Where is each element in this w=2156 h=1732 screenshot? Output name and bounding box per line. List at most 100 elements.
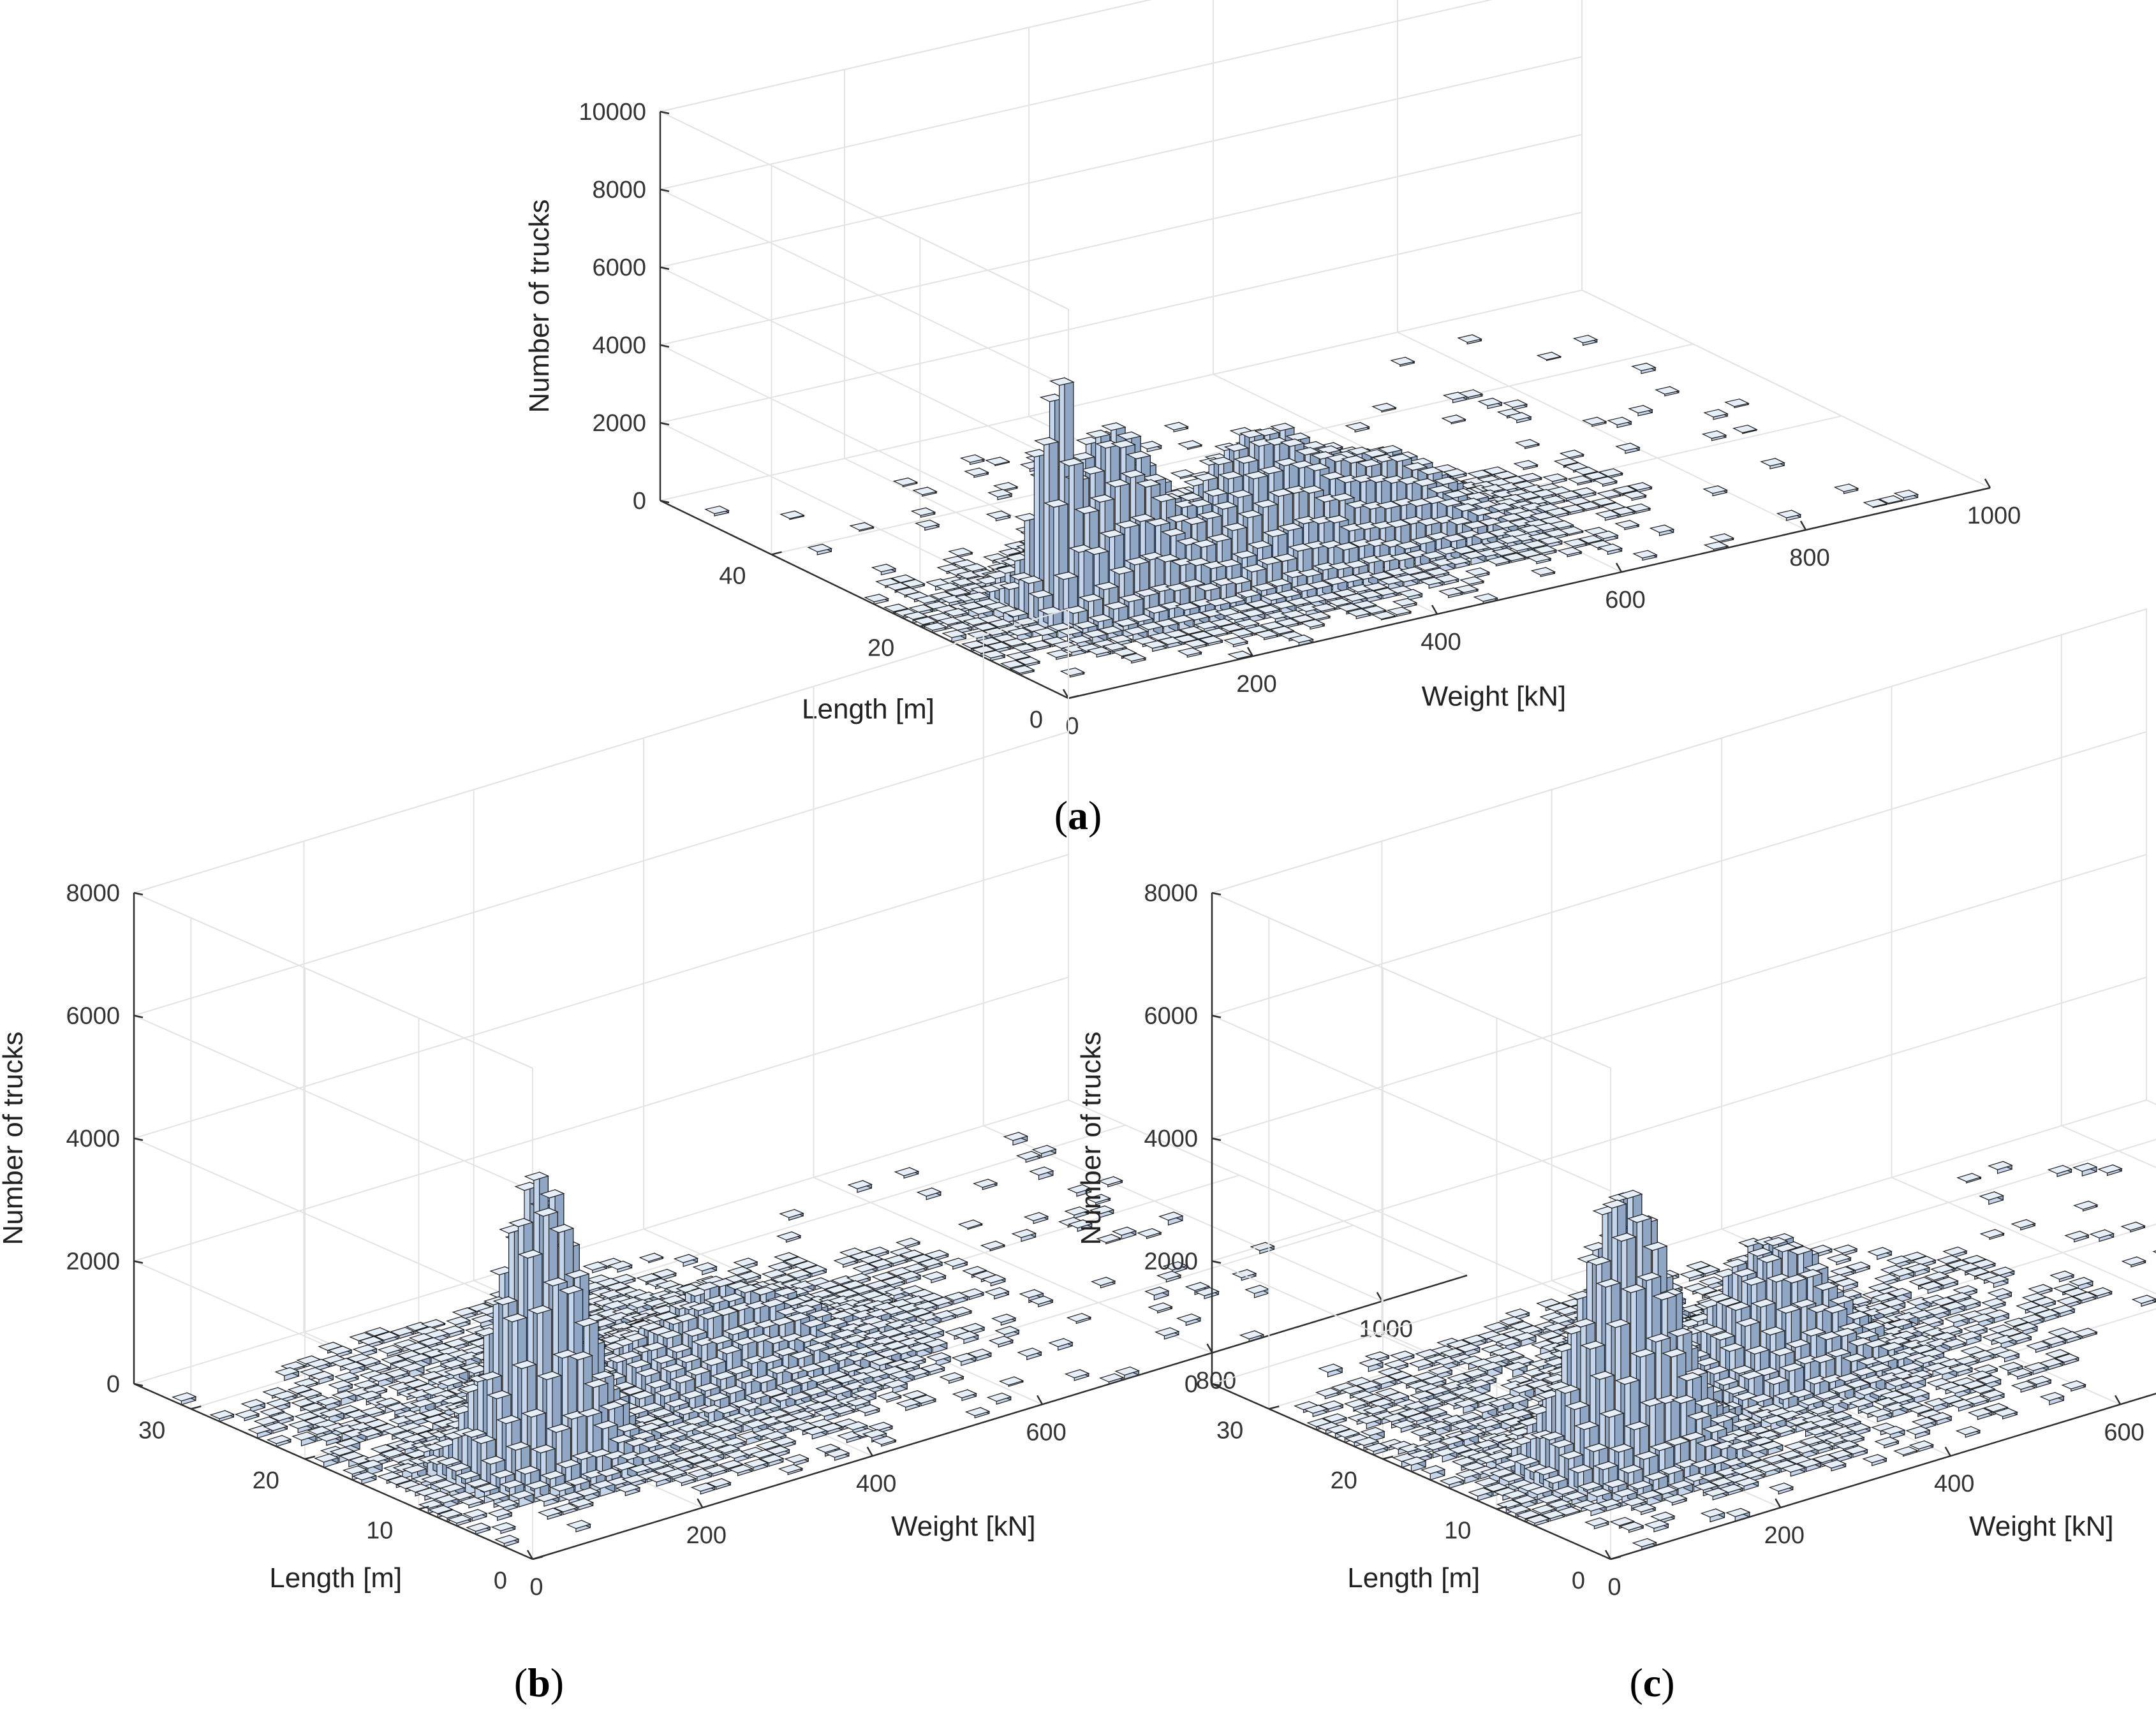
bar [1107,634,1133,646]
x-tick-label: 0 [1065,713,1079,740]
bar [896,1270,922,1284]
bar [1530,566,1556,577]
panel-caption: (b) [514,1660,564,1705]
z-tick-label: 8000 [1144,880,1198,907]
bar [1628,404,1654,416]
bar [651,1268,677,1281]
bar [1981,1298,2007,1310]
bar [1163,422,1189,432]
bar [2121,1256,2147,1268]
bar [939,1372,964,1384]
z-tick-label: 8000 [66,880,120,907]
bar [1700,1508,1726,1523]
bar [1581,416,1607,427]
bar [985,456,1010,467]
bar [1111,1226,1137,1240]
bar [959,1288,985,1300]
x-tick-label: 800 [1196,1367,1236,1394]
bar [2011,1219,2036,1231]
bar [1571,487,1597,499]
bar [1434,574,1460,585]
bar [1644,1519,1670,1533]
bar [1567,475,1593,486]
bar [1956,1173,1982,1184]
bar [1703,409,1729,420]
bar [439,1325,466,1339]
bar [358,1459,383,1476]
bar [1615,442,1641,454]
bar [980,1240,1006,1252]
bar [327,1345,353,1358]
bar [849,522,875,532]
x-axis-line [1068,487,1991,700]
x-tick-label: 200 [686,1522,727,1549]
bar [876,1391,903,1403]
bar [1873,1273,1900,1286]
bar [2061,1380,2087,1392]
bar [1878,495,1904,505]
x-tick-label: 600 [1605,587,1645,613]
bar [1502,399,1528,411]
x-tick-label: 1000 [1967,503,2021,529]
bar [1183,639,1209,650]
bar [1067,1219,1093,1232]
bar [1955,1426,1981,1438]
bar [582,1261,608,1273]
bar [733,1257,758,1270]
bar [171,1392,197,1405]
bar [1011,643,1037,654]
z-tick-label: 10000 [579,99,646,126]
bar [263,1421,289,1434]
bar [1086,646,1112,658]
bar [868,1258,894,1272]
bar [1015,1150,1042,1163]
chart-panel-c: 0200040006000800001020300200400600800100… [1075,608,2156,1705]
bar [1592,476,1618,487]
x-axis-label: Weight [kN] [891,1511,1036,1542]
bar [1607,416,1632,429]
bar [1593,530,1619,542]
y-tick-label: 10 [366,1517,393,1544]
bar [1942,1246,1968,1259]
bar [916,1187,942,1201]
y-tick-label: 30 [1216,1417,1243,1444]
bar [910,507,936,518]
x-tick-label: 400 [856,1471,896,1497]
bar [1863,499,1889,508]
bar [1176,1313,1202,1326]
bar [1064,1206,1090,1219]
bar [786,1269,812,1282]
bar [1614,520,1640,531]
bar [1562,538,1588,549]
y-tick-label: 30 [138,1417,165,1444]
bar [1274,618,1301,629]
bar [2097,1164,2123,1177]
bar [1204,627,1229,638]
z-tick-label: 4000 [1144,1126,1198,1152]
bar [1526,554,1552,564]
bar [1537,536,1563,548]
x-tick-label: 200 [1236,671,1276,698]
bar [2152,1250,2156,1253]
bar [274,1367,300,1381]
bar [1142,640,1168,652]
bar [847,1180,873,1193]
bar [941,629,968,643]
bar [1610,506,1636,518]
bar [943,1258,969,1270]
bar [1560,504,1586,515]
bar [1513,460,1539,471]
bar [1768,1482,1794,1495]
bar [1621,490,1648,501]
x-tick-label: 600 [1026,1419,1066,1446]
bar [1627,481,1653,493]
bar [1198,635,1224,647]
z-tick-label: 6000 [1144,1003,1198,1030]
z-tick-label: 2000 [1144,1249,1198,1275]
bar [912,487,938,497]
bar [1441,414,1466,425]
y-tick-label: 40 [719,563,746,590]
bar [1987,1288,2013,1302]
z-tick-label: 8000 [592,177,646,203]
bar [908,604,934,615]
